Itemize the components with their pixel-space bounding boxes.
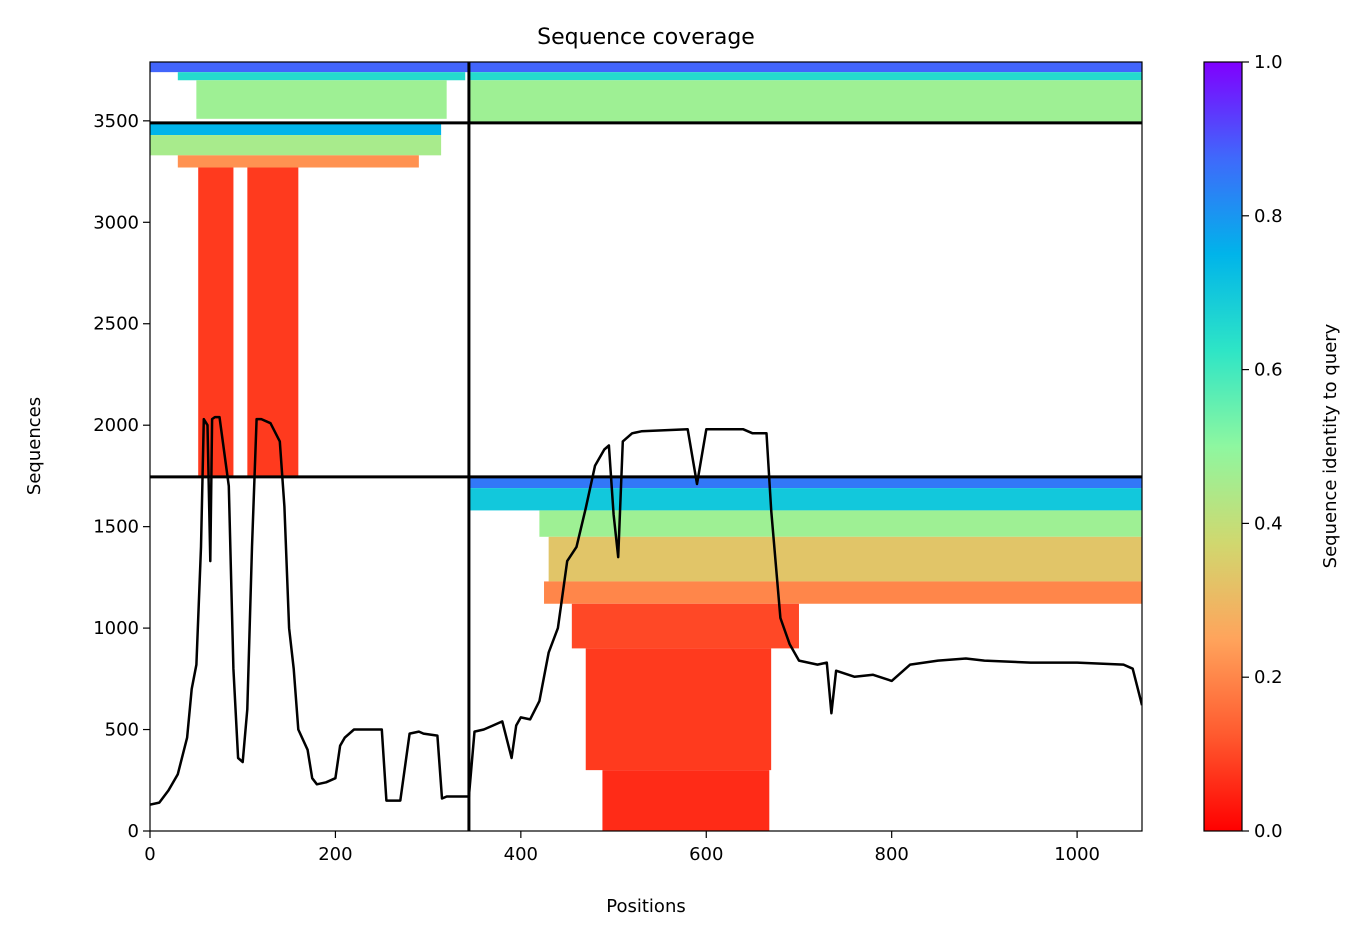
- coverage-band: [150, 122, 442, 136]
- colorbar-tick-label: 0.6: [1254, 360, 1283, 381]
- chart-title: Sequence coverage: [537, 25, 755, 50]
- coverage-band: [177, 72, 466, 81]
- colorbar-ticks: 0.0 0.2 0.4 0.6 0.8 1.0: [1242, 52, 1283, 842]
- coverage-band: [571, 603, 799, 649]
- coverage-band: [196, 80, 447, 119]
- x-axis: 0 200 400 600 800 1000: [144, 831, 1100, 865]
- colorbar-tick-label: 0.4: [1254, 513, 1283, 534]
- y-tick-label: 1000: [93, 618, 139, 639]
- coverage-band: [468, 476, 1142, 489]
- x-tick-label: 200: [318, 844, 352, 865]
- x-tick-label: 800: [875, 844, 909, 865]
- y-tick-label: 2500: [93, 314, 139, 335]
- y-tick-label: 0: [128, 821, 139, 842]
- y-tick-label: 3500: [93, 111, 139, 132]
- coverage-band: [544, 581, 1142, 604]
- x-tick-label: 1000: [1054, 844, 1100, 865]
- coverage-band: [150, 135, 442, 156]
- coverage-band: [585, 648, 772, 771]
- x-tick-label: 0: [144, 844, 155, 865]
- y-axis: 0 500 1000 1500 2000 2500 3000 3500: [93, 111, 150, 842]
- coverage-band: [468, 62, 1142, 73]
- colorbar-gradient: [1203, 61, 1243, 832]
- x-axis-label: Positions: [606, 896, 685, 917]
- y-tick-label: 3000: [93, 212, 139, 233]
- x-tick-label: 400: [504, 844, 538, 865]
- coverage-band: [177, 155, 419, 168]
- colorbar-tick-label: 0.0: [1254, 821, 1283, 842]
- coverage-band: [150, 62, 469, 73]
- coverage-band: [468, 488, 1142, 511]
- coverage-band: [539, 510, 1142, 537]
- coverage-band: [468, 72, 1142, 81]
- y-tick-label: 500: [105, 720, 139, 741]
- y-tick-label: 1500: [93, 517, 139, 538]
- colorbar-tick-label: 1.0: [1254, 52, 1283, 73]
- colorbar-label: Sequence identity to query: [1320, 323, 1341, 568]
- x-tick-label: 600: [689, 844, 723, 865]
- coverage-line-layer: [150, 415, 1142, 806]
- plot-frame: [149, 61, 1143, 832]
- coverage-line: [150, 415, 1142, 806]
- coverage-band: [468, 80, 1142, 123]
- plot-area: [150, 62, 1142, 831]
- colorbar-tick-label: 0.8: [1254, 206, 1283, 227]
- coverage-band: [548, 536, 1142, 582]
- y-axis-label: Sequences: [24, 397, 45, 495]
- coverage-band: [602, 770, 770, 831]
- colorbar: 0.0 0.2 0.4 0.6 0.8 1.0 Sequence identity to …: [1203, 52, 1341, 842]
- y-tick-label: 2000: [93, 415, 139, 436]
- colorbar-tick-label: 0.2: [1254, 667, 1283, 688]
